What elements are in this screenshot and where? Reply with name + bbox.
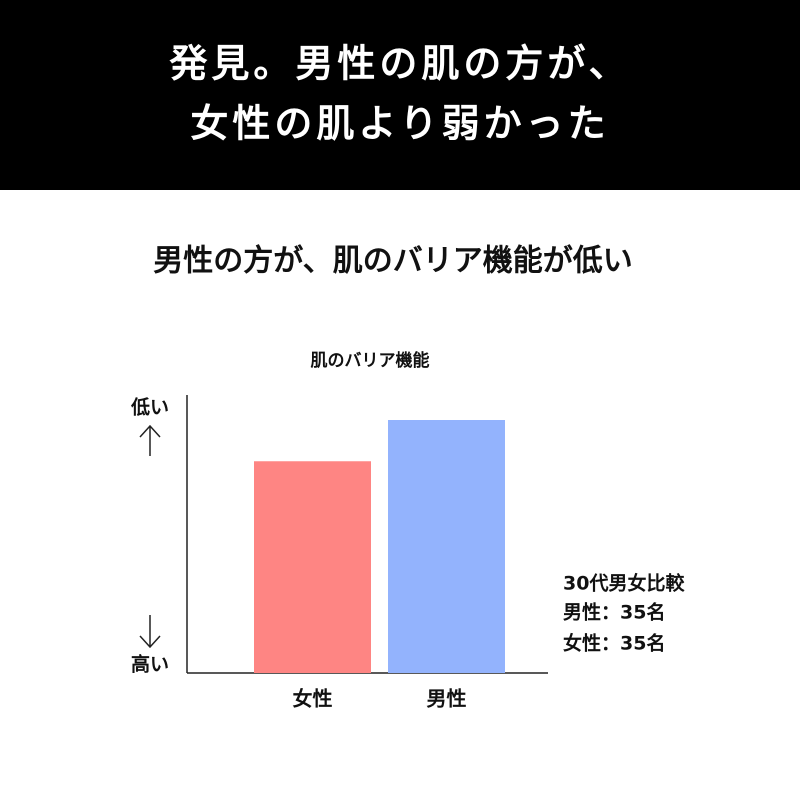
- bar: [388, 420, 505, 673]
- x-tick-label: 男性: [427, 687, 467, 711]
- up-arrow: [139, 424, 161, 456]
- note-line: 30代男女比較: [563, 572, 685, 595]
- header-title: 女性の肌より弱かった: [190, 102, 609, 146]
- y-top-label: 低い: [130, 396, 169, 419]
- y-bottom-label: 高い: [131, 653, 169, 676]
- note-line: 男性：35名: [563, 601, 665, 624]
- chart-title: 肌のバリア機能: [311, 350, 430, 371]
- bar: [254, 461, 371, 673]
- note-line: 女性：35名: [563, 632, 665, 655]
- down-arrow: [139, 615, 161, 649]
- header-band: [0, 0, 800, 190]
- header-title: 発見。男性の肌の方が、: [169, 42, 630, 86]
- x-tick-label: 女性: [293, 687, 333, 711]
- headline: 男性の方が、肌のバリア機能が低い: [153, 244, 632, 279]
